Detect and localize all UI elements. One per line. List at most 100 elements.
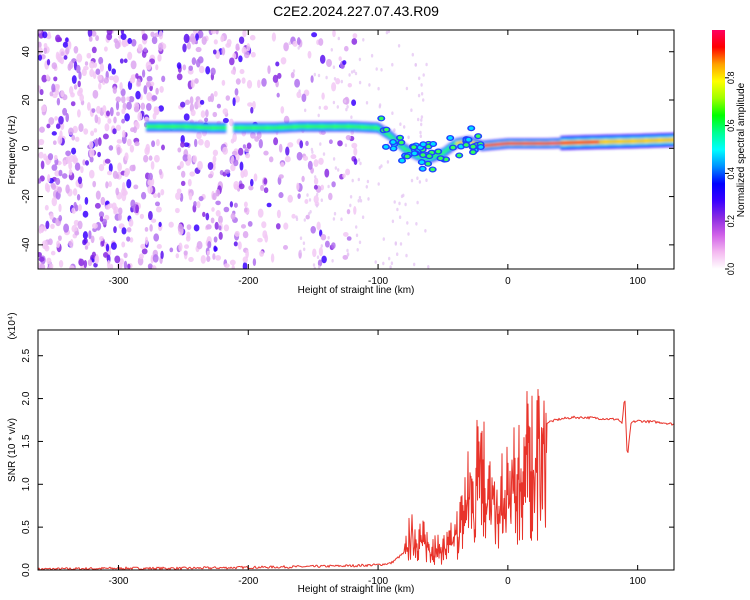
ridge-inner: [605, 139, 608, 145]
noise-blob: [318, 265, 321, 269]
noise-blob: [74, 136, 80, 142]
noise-blob: [410, 178, 414, 183]
ridge-inner: [197, 125, 200, 130]
noise-blob: [73, 201, 77, 209]
ridge-inner: [359, 125, 362, 129]
ridge-inner: [435, 153, 439, 158]
noise-blob: [233, 241, 238, 247]
noise-blob: [337, 36, 340, 41]
noise-blob: [68, 169, 73, 176]
noise-blob: [77, 220, 83, 230]
noise-blob: [310, 75, 314, 83]
noise-blob: [317, 113, 320, 118]
ridge-inner: [311, 124, 314, 129]
noise-blob: [45, 74, 50, 81]
noise-blob: [313, 184, 318, 190]
ridge-inner: [195, 125, 199, 129]
ridge-inner: [269, 126, 272, 130]
ridge-inner: [166, 124, 169, 129]
noise-blob: [183, 142, 190, 148]
signal-blob-core: [478, 145, 484, 149]
noise-blob: [331, 259, 334, 263]
ridge-inner: [432, 154, 436, 159]
ridge-inner: [346, 124, 350, 129]
noise-blob: [204, 139, 211, 149]
noise-blob: [419, 130, 422, 135]
ridge-inner: [326, 124, 330, 129]
ridge-inner: [312, 124, 316, 129]
ridge-inner: [385, 131, 389, 136]
signal-blob-core: [430, 142, 436, 146]
noise-blob: [83, 259, 88, 269]
ridge-inner: [364, 125, 367, 129]
noise-blob: [407, 232, 410, 236]
noise-blob: [357, 199, 360, 203]
x-tick-label: -200: [238, 576, 258, 587]
noise-blob: [252, 258, 257, 266]
y-tick-label: 1.5: [21, 434, 32, 448]
noise-blob: [205, 66, 211, 75]
ridge-inner: [670, 137, 674, 143]
ridge-inner: [322, 124, 325, 129]
noise-blob: [301, 175, 305, 183]
noise-blob: [326, 58, 332, 68]
ridge-inner: [309, 124, 312, 129]
noise-blob: [70, 101, 76, 107]
ridge-inner: [189, 125, 193, 129]
noise-blob: [95, 138, 99, 147]
noise-blob: [353, 206, 357, 215]
ridge-inner: [387, 132, 390, 137]
noise-blob: [42, 31, 48, 39]
ridge-inner: [278, 125, 281, 130]
noise-blob: [216, 103, 221, 109]
noise-blob: [160, 250, 164, 260]
noise-blob: [84, 245, 89, 250]
noise-blob: [391, 111, 394, 115]
noise-blob: [143, 47, 148, 53]
ridge-inner: [251, 126, 255, 130]
ridge-inner: [457, 141, 460, 145]
ridge-inner: [628, 138, 632, 144]
noise-blob: [141, 69, 146, 78]
noise-blob: [215, 209, 221, 217]
noise-blob: [302, 241, 306, 245]
ridge-inner: [329, 124, 333, 129]
noise-blob: [378, 165, 381, 170]
ridge-inner: [336, 124, 339, 129]
noise-blob: [351, 178, 354, 183]
ridge-core: [557, 141, 560, 145]
ridge-core: [515, 141, 518, 145]
signal-blob-core: [411, 145, 417, 149]
noise-blob: [212, 253, 216, 260]
noise-blob: [332, 217, 336, 221]
ridge-inner: [635, 138, 638, 144]
noise-blob: [180, 101, 186, 108]
noise-blob: [158, 30, 164, 40]
snr-frame: [37, 329, 675, 571]
noise-blob: [299, 140, 304, 149]
ridge-inner: [279, 125, 283, 130]
noise-blob: [44, 182, 49, 192]
x-tick-label: 0: [505, 576, 511, 587]
noise-blob: [332, 100, 336, 105]
noise-blob: [248, 185, 254, 191]
noise-blob: [380, 68, 383, 72]
ridge-core: [558, 141, 562, 145]
noise-blob: [242, 30, 247, 38]
x-tick-label: -300: [108, 276, 128, 287]
noise-blob: [221, 79, 226, 86]
ridge-core: [519, 141, 523, 145]
noise-blob: [140, 191, 147, 200]
noise-blob: [335, 78, 341, 85]
ridge-core: [487, 143, 490, 147]
ridge-inner: [314, 124, 317, 129]
ridge-inner: [407, 149, 411, 153]
noise-blob: [107, 259, 111, 269]
ridge-inner: [392, 136, 395, 140]
noise-blob: [393, 128, 396, 132]
signal-blob-core: [420, 142, 426, 147]
noise-blob: [297, 193, 301, 199]
ridge-inner: [303, 124, 306, 129]
noise-blob: [229, 57, 235, 66]
noise-blob: [220, 35, 225, 43]
